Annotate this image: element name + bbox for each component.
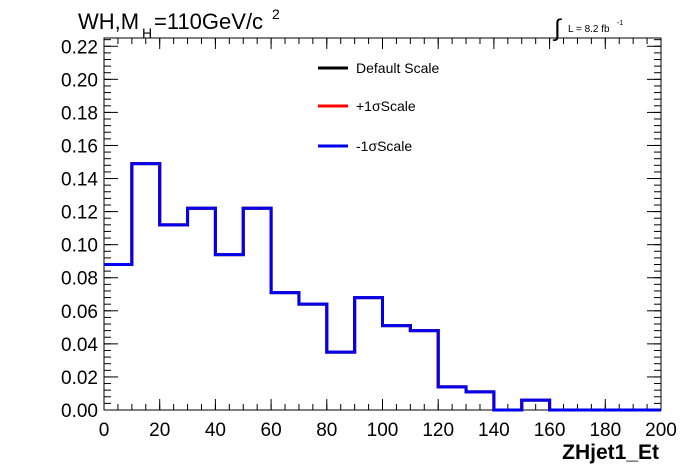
y-tick-label: 0.12 bbox=[61, 203, 98, 224]
chart-title: WH,M H =110GeV/c 2 bbox=[78, 6, 280, 41]
y-tick-label: 0.16 bbox=[61, 136, 98, 157]
series-layer bbox=[104, 162, 661, 412]
x-tick-label: 200 bbox=[645, 420, 677, 441]
y-tick-label: 0.00 bbox=[61, 401, 98, 422]
series-line-2 bbox=[104, 162, 661, 412]
y-tick-label: 0.18 bbox=[61, 103, 98, 124]
title-main: WH,M bbox=[78, 9, 139, 34]
y-tick-label: 0.22 bbox=[61, 37, 98, 58]
legend-label-2: -1σScale bbox=[356, 138, 412, 154]
y-axis: 0.00 0.02 0.04 0.06 0.08 0.10 0.12 0.14 0.16 0.18… bbox=[61, 37, 661, 422]
x-tick-label: 140 bbox=[478, 420, 510, 441]
legend: Default Scale +1σScale -1σScale bbox=[318, 60, 439, 154]
y-tick-label: 0.06 bbox=[61, 302, 98, 323]
x-axis: 0 20 40 60 80 100 120 140 160 180 200 bbox=[99, 38, 677, 441]
y-tick-label: 0.14 bbox=[61, 170, 98, 191]
x-tick-label: 160 bbox=[534, 420, 566, 441]
integral-sign: ∫ bbox=[552, 15, 562, 42]
y-tick-label: 0.20 bbox=[61, 70, 98, 91]
x-axis-label: ZHjet1_Et bbox=[562, 441, 659, 464]
x-tick-label: 0 bbox=[99, 420, 110, 441]
x-tick-label: 120 bbox=[422, 420, 454, 441]
title-subscript: H bbox=[142, 25, 152, 41]
x-tick-label: 80 bbox=[316, 420, 337, 441]
luminosity-superscript: -1 bbox=[617, 20, 623, 27]
legend-label-0: Default Scale bbox=[356, 60, 439, 76]
x-tick-label: 20 bbox=[149, 420, 170, 441]
y-tick-label: 0.10 bbox=[61, 236, 98, 257]
x-tick-label: 60 bbox=[261, 420, 282, 441]
legend-label-1: +1σScale bbox=[356, 98, 416, 114]
title-rest: =110GeV/c bbox=[154, 9, 263, 34]
y-tick-label: 0.08 bbox=[61, 269, 98, 290]
x-tick-label: 180 bbox=[589, 420, 621, 441]
luminosity-text: L = 8.2 fb bbox=[568, 24, 610, 35]
x-tick-label: 100 bbox=[367, 420, 399, 441]
x-tick-label: 40 bbox=[205, 420, 226, 441]
y-tick-label: 0.02 bbox=[61, 368, 98, 389]
y-tick-label: 0.04 bbox=[61, 335, 98, 356]
title-superscript: 2 bbox=[272, 6, 280, 22]
luminosity-label: ∫ L = 8.2 fb -1 bbox=[552, 15, 623, 42]
